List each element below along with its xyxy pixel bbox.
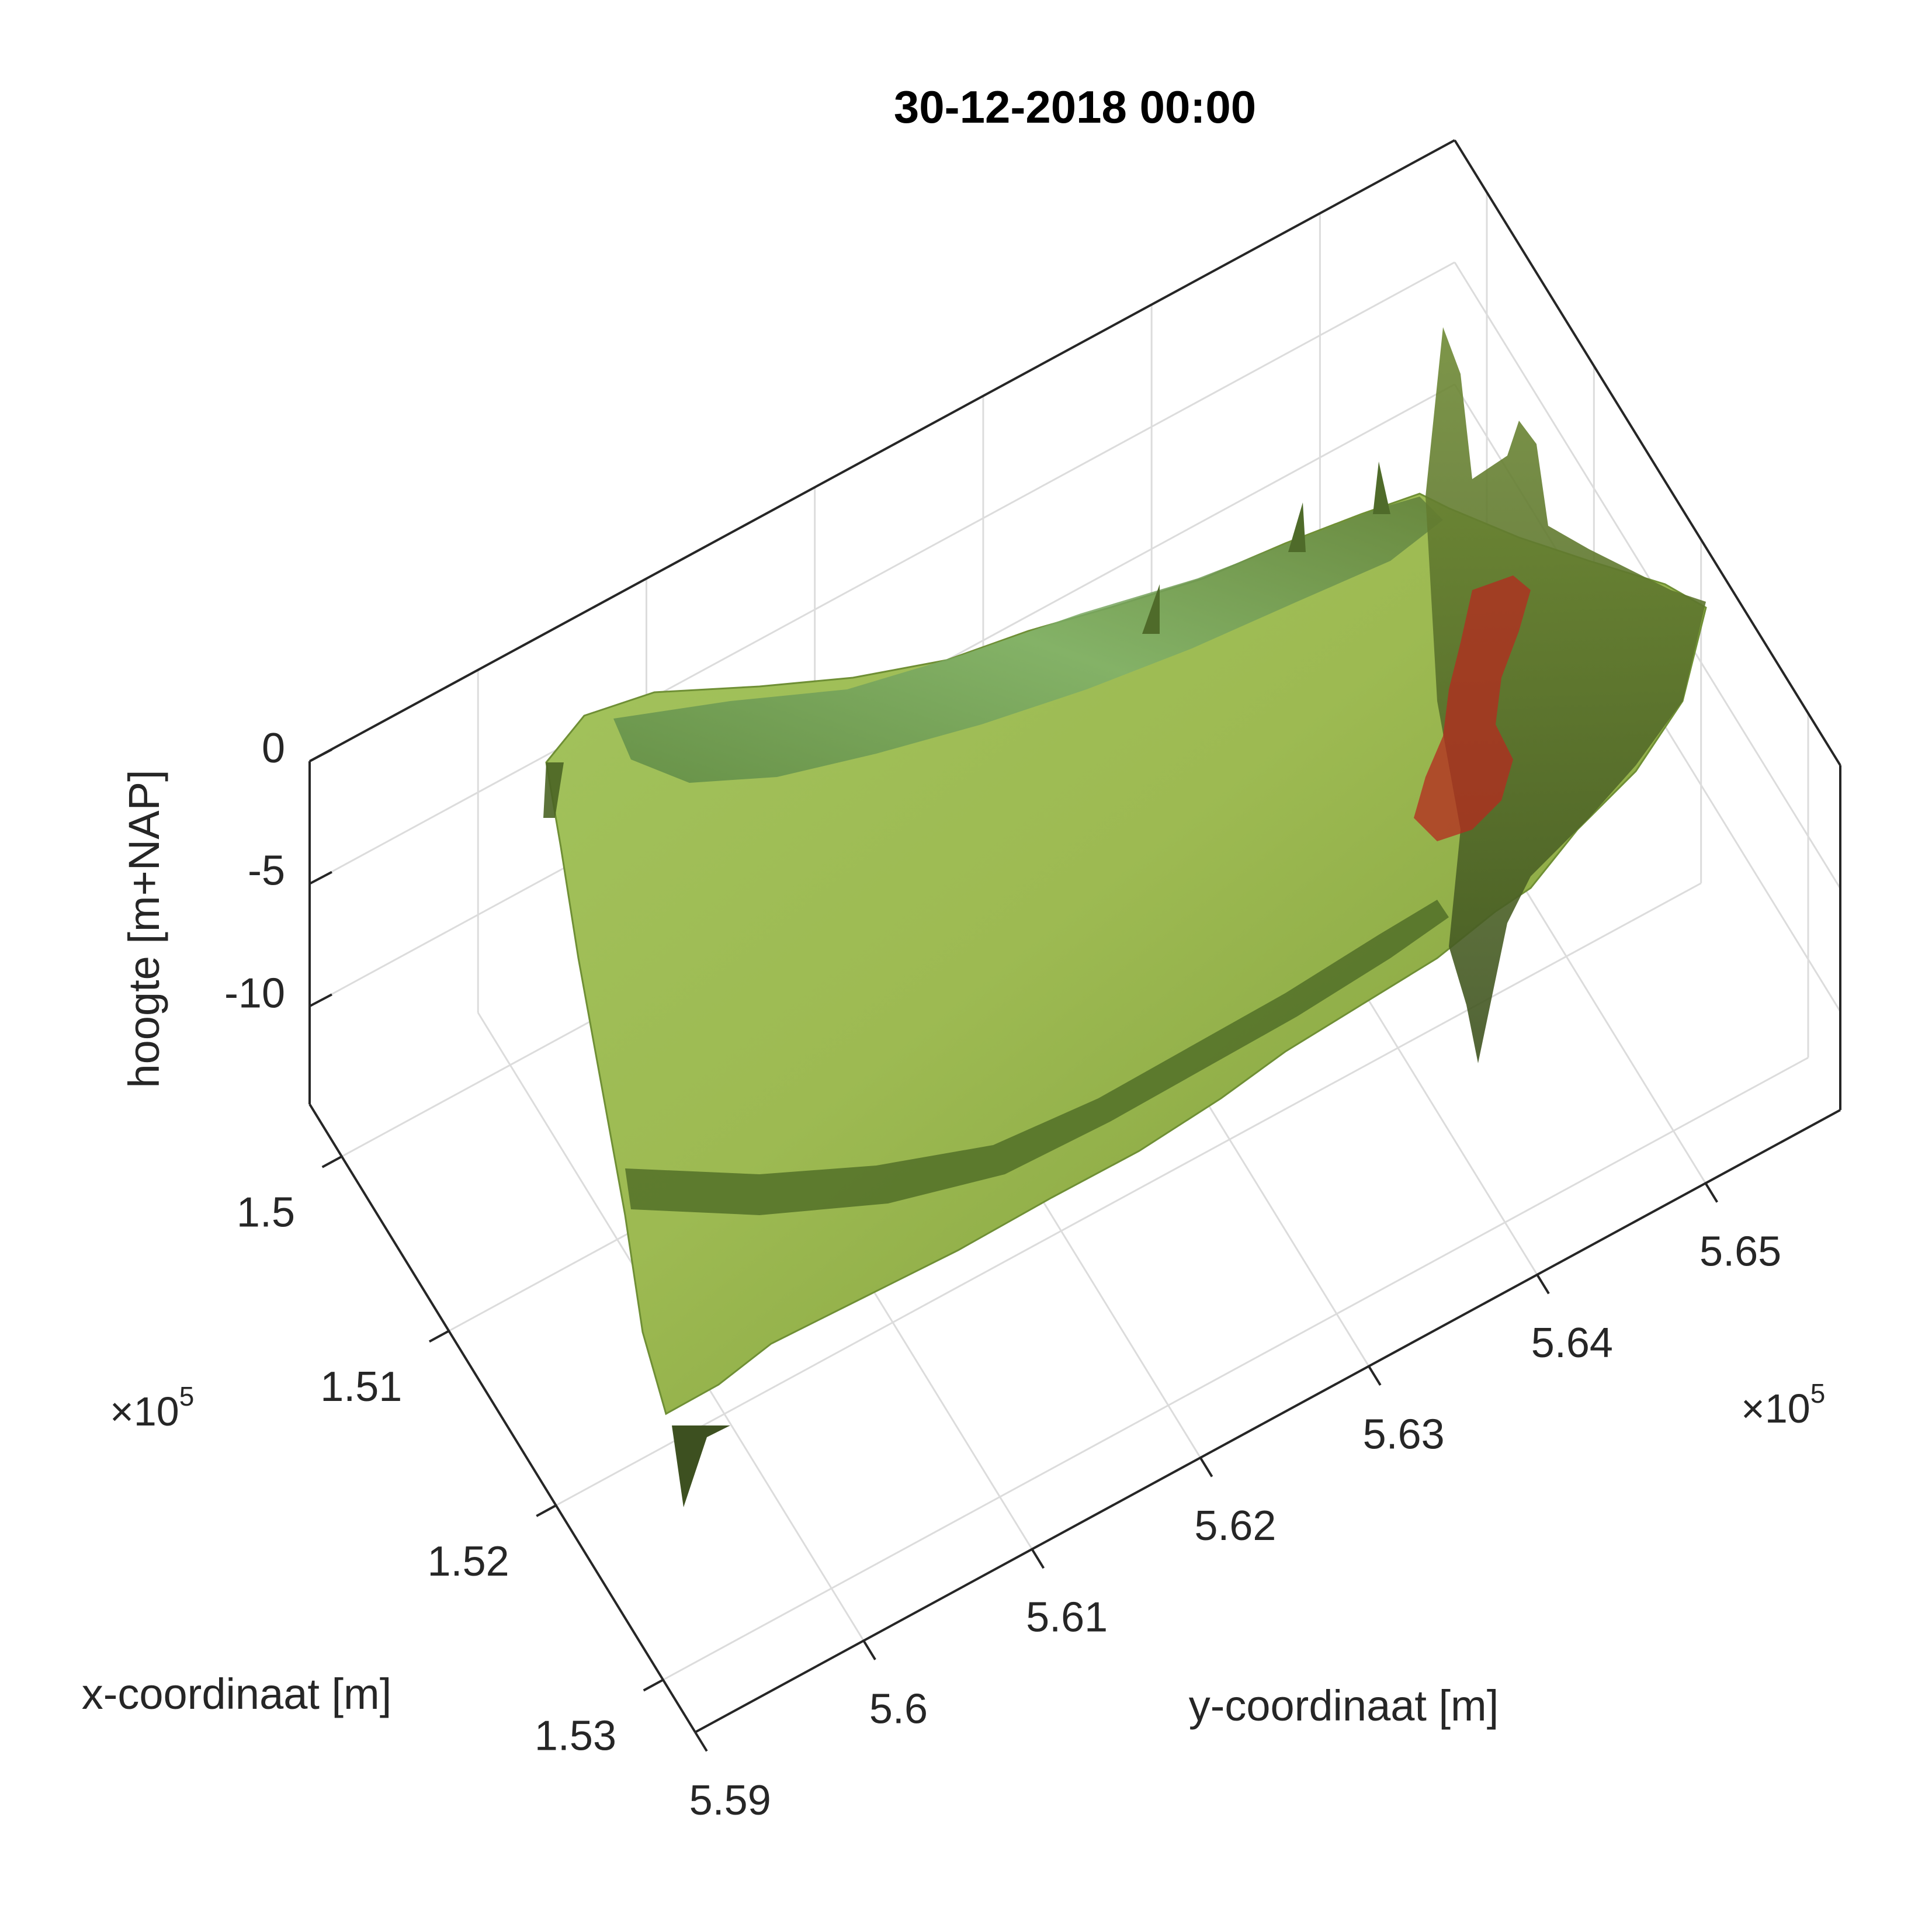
axis-ticks (309, 748, 1718, 1752)
y-tick-4 (1368, 1365, 1382, 1386)
y-exponent-base: ×10 (1741, 1386, 1810, 1431)
svg-text:×105: ×105 (1741, 1378, 1825, 1431)
z-tick-labels: 0 -5 -10 (224, 725, 285, 1017)
y-tick-label: 5.63 (1363, 1411, 1445, 1458)
z-tick-0 (309, 748, 332, 762)
surface-channel-dark (625, 900, 1449, 1215)
x-tick-label: 1.52 (428, 1538, 509, 1585)
x-exponent-base: ×10 (110, 1389, 179, 1434)
x-grid-floor-3 (663, 1057, 1809, 1681)
x-exponent-power: 5 (179, 1381, 195, 1411)
y-tick-3 (1199, 1457, 1213, 1477)
x-tick-3 (643, 1678, 664, 1692)
terrain-surface (543, 327, 1707, 1507)
svg-text:×105: ×105 (110, 1381, 194, 1434)
y-axis-exponent: ×105 (1741, 1378, 1825, 1431)
x-tick-2 (536, 1504, 557, 1517)
x-tick-label: 1.51 (320, 1364, 402, 1410)
x-tick-label: 1.53 (535, 1712, 616, 1759)
y-tick-6 (1704, 1182, 1718, 1203)
y-tick-2 (1031, 1548, 1045, 1569)
z-grid-left-1 (309, 261, 1455, 885)
y-tick-label: 5.61 (1026, 1594, 1108, 1641)
surface-cliff-east (1425, 327, 1706, 1063)
z-axis-label: hoogte [m+NAP] (120, 769, 168, 1088)
surface-south-spike (672, 1425, 730, 1507)
z-tick-1 (309, 870, 332, 885)
y-axis-label: y-coordinaat [m] (1189, 1681, 1499, 1730)
y-tick-label: 5.65 (1699, 1228, 1781, 1275)
surface-highlight-area (1414, 575, 1531, 841)
y-exponent-power: 5 (1810, 1378, 1826, 1409)
surface-spikes (1142, 462, 1390, 634)
y-tick-1 (862, 1640, 876, 1660)
surface-spike-1 (1288, 502, 1306, 552)
z-tick-label: -5 (248, 848, 285, 894)
z-tick-2 (309, 993, 332, 1008)
y-tick-label: 5.6 (869, 1685, 928, 1732)
x-grid-floor-2 (555, 882, 1702, 1507)
box-edge-x-axis (308, 1103, 696, 1733)
surface-spike-0 (1142, 584, 1160, 634)
y-tick-label: 5.64 (1531, 1320, 1613, 1366)
x-tick-label: 1.5 (237, 1189, 295, 1236)
axes-box (308, 139, 1841, 1733)
surface-spike-2 (1373, 462, 1390, 514)
z-grid-right-1 (1454, 262, 1841, 889)
y-tick-5 (1536, 1274, 1550, 1295)
surface-northern-slope (613, 497, 1443, 783)
x-tick-0 (321, 1155, 342, 1168)
z-tick-label: -10 (224, 970, 285, 1017)
x-tick-1 (428, 1330, 450, 1343)
y-tick-labels: 5.59 5.6 5.61 5.62 5.63 5.64 5.65 (689, 1228, 1782, 1824)
x-tick-labels: 1.5 1.51 1.52 1.53 (237, 1189, 616, 1760)
x-axis-exponent: ×105 (110, 1381, 194, 1434)
y-tick-0 (694, 1731, 708, 1752)
z-tick-label: 0 (262, 725, 285, 772)
box-edge-top-right (1454, 139, 1841, 766)
surface-west-edge (543, 762, 564, 818)
y-tick-label: 5.59 (689, 1777, 771, 1824)
box-edge-y-axis (695, 1109, 1841, 1733)
box-edge-top-left (309, 139, 1455, 762)
chart-title: 30-12-2018 00:00 (894, 81, 1256, 133)
y-tick-label: 5.62 (1194, 1503, 1276, 1549)
x-axis-label: x-coordinaat [m] (82, 1670, 392, 1718)
